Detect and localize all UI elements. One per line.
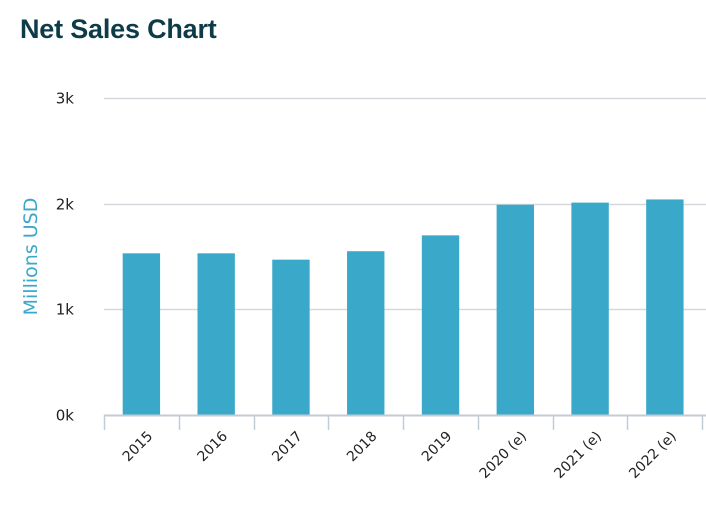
gridlines <box>104 97 706 417</box>
bar <box>272 259 310 415</box>
bar <box>122 253 161 415</box>
x-tick-label: 2022 (e) <box>626 429 679 482</box>
x-tick-label: 2021 (e) <box>551 429 604 482</box>
y-tick-label: 0k <box>56 407 75 425</box>
y-tick-label: 2k <box>56 196 75 214</box>
bar <box>421 235 460 415</box>
x-tick-label: 2019 <box>419 429 456 466</box>
y-tick-label: 3k <box>56 90 75 108</box>
y-axis-label: Millions USD <box>20 198 42 316</box>
bar <box>347 251 385 415</box>
bar <box>496 204 534 415</box>
y-axis-ticks: 0k 1k 2k 3k <box>56 90 75 425</box>
x-tick-label: 2020 (e) <box>477 429 530 482</box>
chart-title: Net Sales Chart <box>20 14 217 44</box>
x-tick-label: 2018 <box>344 429 381 466</box>
bar <box>646 199 684 415</box>
x-tick-label: 2015 <box>120 429 157 466</box>
bar <box>571 202 609 415</box>
x-tick-label: 2016 <box>194 428 231 465</box>
bar <box>197 253 235 415</box>
y-tick-label: 1k <box>56 301 75 319</box>
x-axis <box>103 414 706 430</box>
bars <box>122 199 684 415</box>
x-tick-label: 2017 <box>269 429 306 466</box>
x-axis-ticks: 2015 2016 2017 2018 2019 2020 (e) 2021 (e) 2022… <box>120 428 680 482</box>
